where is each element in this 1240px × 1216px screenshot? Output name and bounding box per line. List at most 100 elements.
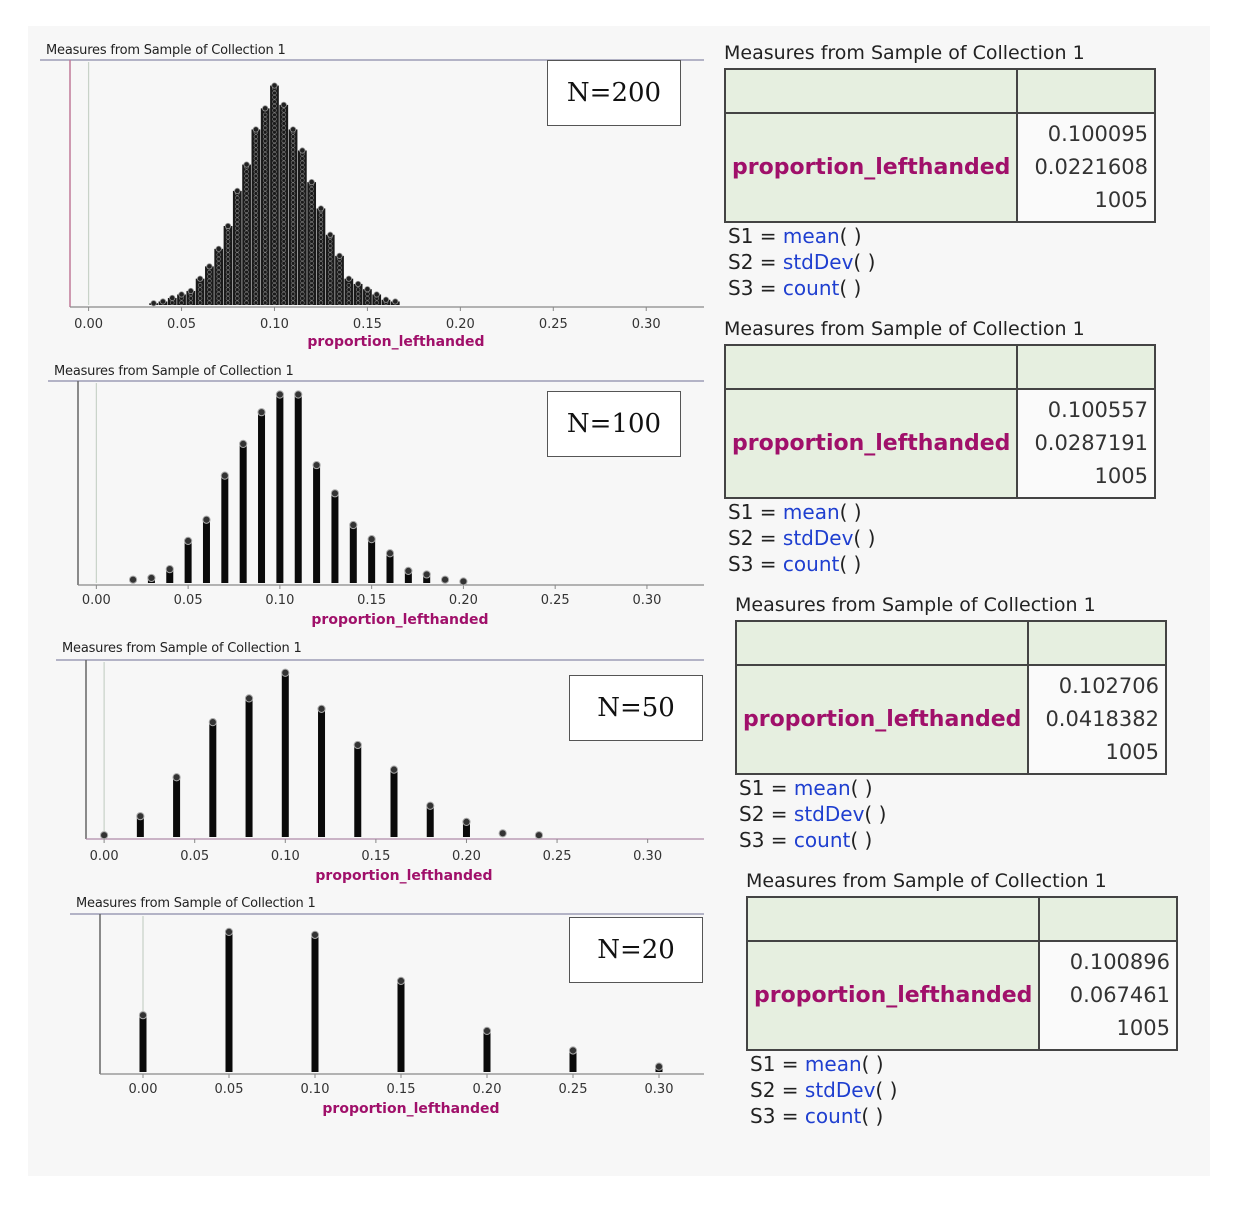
dot: [262, 265, 268, 270]
dot: [300, 217, 305, 222]
dot: [290, 208, 296, 214]
dot: [482, 1026, 492, 1035]
dot: [309, 186, 314, 192]
dot: [253, 243, 259, 249]
dot: [262, 248, 268, 253]
dot: [262, 134, 268, 139]
dot: [235, 300, 240, 305]
dot: [244, 287, 249, 292]
dot: [253, 239, 259, 244]
dot: [337, 296, 342, 301]
dot: [159, 298, 167, 305]
dot: [262, 125, 268, 131]
dot: [235, 234, 240, 240]
dot: [272, 147, 277, 152]
dot: [290, 147, 296, 152]
formula-function: count: [782, 552, 840, 576]
dot: [300, 165, 305, 170]
formula-s3[interactable]: S3 = count( ): [750, 1103, 1178, 1129]
formula-label: S3 =: [728, 276, 777, 300]
dot-stack: [139, 1015, 147, 1072]
mean-value: 0.100557: [1047, 398, 1148, 422]
formula-s2[interactable]: S2 = stdDev( ): [750, 1077, 1178, 1103]
formula-s3[interactable]: S3 = count( ): [728, 551, 1156, 577]
dot: [244, 230, 249, 235]
dot: [207, 269, 212, 275]
dot: [225, 234, 231, 240]
dot-column: [389, 765, 399, 837]
formula-label: S2 =: [739, 802, 788, 826]
dot-column: [244, 694, 254, 837]
x-tick-label: 0.15: [361, 849, 390, 864]
dot: [235, 252, 240, 257]
dot: [262, 261, 268, 266]
dot: [294, 390, 303, 399]
dot: [309, 191, 314, 196]
dot: [337, 278, 342, 284]
measures-table: proportion_lefthanded 0.100095 0.0221608…: [723, 68, 1156, 223]
formula-s1[interactable]: S1 = mean( ): [728, 223, 1156, 249]
x-tick-label: 0.20: [449, 593, 478, 608]
dot: [300, 204, 305, 209]
dot-stack: [372, 294, 382, 305]
dot: [440, 575, 450, 584]
table-header-attribute-cell: [723, 344, 1019, 390]
dot: [207, 278, 212, 284]
dot: [225, 283, 231, 288]
table-header-value-cell: [1016, 344, 1156, 390]
dot: [396, 976, 406, 986]
attribute-name: proportion_lefthanded: [745, 940, 1041, 1051]
dot-column: [202, 515, 211, 583]
dot-column: [568, 1046, 578, 1072]
dot: [290, 138, 296, 144]
x-tick-label: 0.30: [632, 593, 661, 608]
x-tick-label: 0.30: [633, 849, 662, 864]
dot-column: [167, 294, 177, 305]
dot: [272, 226, 277, 231]
dot: [272, 256, 277, 262]
dot-stack: [404, 570, 412, 583]
dot-stack: [426, 805, 434, 837]
dot: [337, 291, 342, 297]
dot: [225, 296, 231, 301]
dot: [253, 178, 259, 183]
formula-s1[interactable]: S1 = mean( ): [739, 775, 1167, 801]
dot: [337, 265, 342, 270]
dot: [272, 230, 277, 235]
formula-s2[interactable]: S2 = stdDev( ): [728, 525, 1156, 551]
summary-table-n100: Measures from Sample of Collection 1 pro…: [723, 318, 1156, 577]
x-tick-label: 0.10: [301, 1082, 330, 1097]
formula-s2[interactable]: S2 = stdDev( ): [728, 249, 1156, 275]
dot: [207, 296, 212, 301]
formula-s2[interactable]: S2 = stdDev( ): [739, 801, 1167, 827]
dot-stack: [202, 519, 210, 583]
dot: [206, 263, 213, 270]
dot: [128, 575, 138, 584]
x-tick-label: 0.25: [541, 593, 570, 608]
dot: [300, 182, 305, 187]
dot: [272, 182, 277, 187]
dot: [318, 283, 324, 288]
dot-stack: [331, 493, 339, 583]
sample-size-label: N=50: [569, 675, 703, 741]
dot: [300, 300, 305, 305]
dot: [262, 165, 268, 170]
dot-column: [214, 245, 224, 305]
dot-stack: [386, 553, 394, 583]
dot: [309, 300, 314, 305]
dot: [244, 169, 249, 174]
dot: [300, 221, 305, 227]
dot: [244, 195, 249, 201]
dot: [345, 275, 352, 282]
dot: [355, 291, 361, 297]
dot: [426, 801, 435, 810]
dot: [290, 291, 296, 297]
formula-s1[interactable]: S1 = mean( ): [750, 1051, 1178, 1077]
formula-s1[interactable]: S1 = mean( ): [728, 499, 1156, 525]
dot: [373, 291, 380, 298]
dot: [281, 274, 286, 279]
dot: [309, 226, 314, 231]
formula-s3[interactable]: S3 = count( ): [728, 275, 1156, 301]
formula-s3[interactable]: S3 = count( ): [739, 827, 1167, 853]
dot: [235, 204, 240, 209]
